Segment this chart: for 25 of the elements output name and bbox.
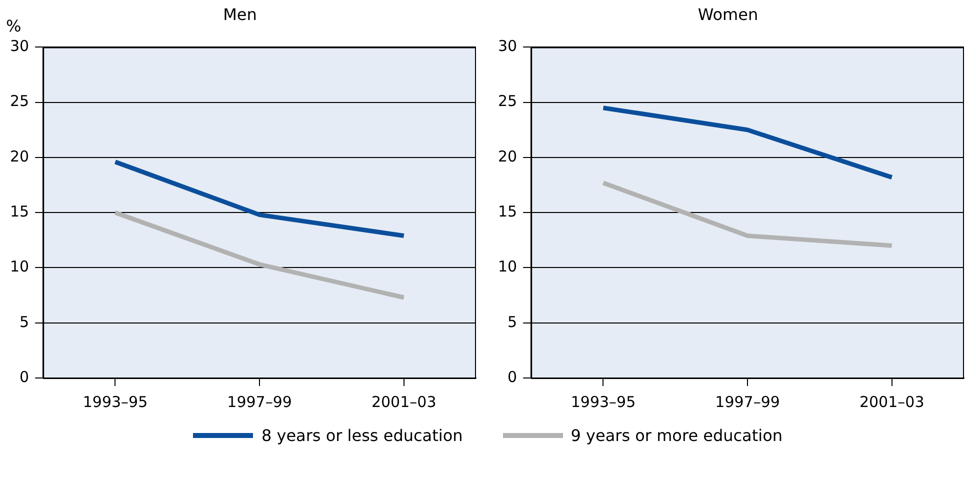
x-tick-label: 2001–03 <box>371 392 436 411</box>
x-tick-label: 1993–95 <box>570 392 636 411</box>
y-tick-label: 20 <box>10 147 30 166</box>
y-tick-label: 30 <box>10 37 30 56</box>
y-tick-label: 30 <box>498 37 518 56</box>
y-tick-label: 5 <box>508 312 518 331</box>
y-tick-label: 20 <box>498 147 518 166</box>
x-tick-label: 1993–95 <box>82 392 148 411</box>
y-axis-title: % <box>6 16 22 36</box>
x-tick-label: 2001–03 <box>859 392 924 411</box>
x-tick-label: 1997–99 <box>715 392 780 411</box>
y-tick-label: 0 <box>508 368 518 386</box>
y-tick-label: 10 <box>498 258 518 276</box>
legend-label: 9 years or more education <box>570 426 783 445</box>
x-tick-label: 1997–99 <box>227 392 292 411</box>
y-tick-label: 25 <box>10 92 30 110</box>
legend-label: 8 years or less education <box>261 426 463 445</box>
y-tick-label: 15 <box>498 202 518 220</box>
y-tick-label: 15 <box>10 202 30 220</box>
y-tick-label: 5 <box>20 312 30 331</box>
chart-title: Women <box>698 4 758 24</box>
y-tick-label: 10 <box>10 258 30 276</box>
chart-title: Men <box>223 4 257 24</box>
y-tick-label: 25 <box>498 92 518 110</box>
y-tick-label: 0 <box>20 368 30 386</box>
